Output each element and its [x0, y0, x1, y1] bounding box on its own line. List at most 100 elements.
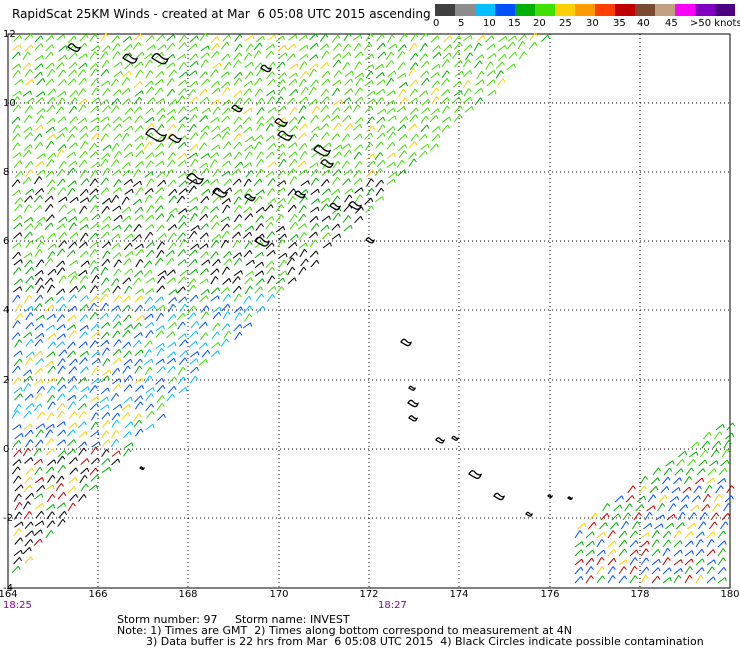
wind-barb — [275, 35, 284, 43]
wind-barb-flag — [17, 365, 21, 370]
wind-barb — [399, 97, 406, 106]
wind-barb-flag — [261, 116, 265, 120]
wind-barb — [267, 34, 275, 41]
wind-barb-flag — [359, 194, 363, 199]
wind-barb-flag — [359, 87, 363, 92]
wind-barb — [220, 338, 227, 347]
wind-barb — [299, 248, 305, 258]
wind-barb-flag — [424, 134, 428, 139]
wind-barb — [14, 432, 22, 440]
wind-barb-flag — [271, 151, 275, 156]
wind-barb — [726, 422, 733, 431]
wind-barb — [497, 78, 504, 87]
wind-barb-flag — [41, 323, 44, 328]
wind-barb — [11, 96, 18, 105]
wind-barb-flag — [173, 69, 177, 74]
color-swatch — [555, 4, 575, 16]
wind-barb-flag — [361, 96, 364, 101]
wind-barb-flag — [95, 63, 99, 68]
wind-barb — [47, 243, 56, 250]
wind-barb-flag — [27, 383, 32, 387]
wind-barb — [221, 131, 228, 140]
wind-barb — [157, 44, 166, 51]
wind-barb-flag — [41, 270, 44, 275]
wind-barb — [278, 233, 286, 241]
wind-barb — [220, 287, 228, 294]
wind-barb-flag — [84, 169, 88, 174]
wind-barb-flag — [523, 51, 527, 56]
wind-barb-flag — [250, 144, 254, 149]
island-outline — [244, 193, 257, 202]
wind-barb-flag — [63, 429, 67, 434]
wind-barb — [33, 448, 40, 457]
wind-barb — [188, 185, 195, 194]
wind-barb-flag — [435, 143, 439, 148]
wind-barb — [366, 160, 375, 168]
wind-barb-flag — [195, 178, 198, 183]
wind-barb — [232, 178, 240, 186]
wind-barb — [78, 341, 87, 349]
wind-barb — [649, 486, 657, 494]
wind-barb — [310, 143, 319, 151]
wind-barb-flag — [97, 457, 100, 462]
wind-barb — [618, 539, 626, 548]
wind-barb — [712, 440, 720, 449]
wind-barb — [113, 268, 120, 277]
wind-barb — [14, 170, 22, 179]
wind-barb-flag — [63, 439, 67, 444]
wind-barb-flag — [19, 90, 22, 95]
wind-barb — [25, 403, 33, 410]
wind-barb — [333, 144, 342, 151]
wind-barb-flag — [106, 99, 109, 104]
wind-barb — [101, 420, 109, 428]
wind-barb-flag — [64, 91, 67, 96]
wind-barb — [178, 34, 185, 43]
wind-barb-flag — [28, 294, 33, 299]
wind-barb-flag — [85, 331, 88, 336]
wind-barb-flag — [51, 284, 55, 289]
wind-barb — [278, 86, 285, 95]
wind-barb-flag — [29, 259, 33, 264]
wind-barb-flag — [285, 52, 288, 57]
wind-barb-flag — [130, 44, 133, 49]
wind-barb-flag — [316, 63, 319, 68]
wind-barb — [145, 214, 153, 222]
wind-barb-flag — [141, 161, 145, 166]
wind-barb-flag — [272, 116, 276, 121]
wind-barb-flag — [218, 259, 221, 264]
wind-barb-flag — [30, 429, 34, 434]
wind-barb — [178, 116, 186, 123]
wind-barb-flag — [84, 403, 87, 408]
wind-barb — [168, 99, 176, 106]
wind-barb-flag — [690, 531, 694, 536]
wind-barb-flag — [141, 150, 145, 155]
wind-barb-flag — [379, 168, 384, 173]
wind-barb-flag — [315, 33, 319, 38]
wind-barb-flag — [29, 90, 33, 95]
wind-barb-flag — [40, 115, 45, 119]
wind-barb-flag — [250, 277, 254, 282]
wind-barb-flag — [140, 428, 144, 433]
wind-barb — [541, 34, 549, 43]
wind-barb-flag — [84, 421, 87, 426]
wind-barb — [245, 259, 254, 266]
wind-barb-flag — [183, 214, 187, 219]
wind-barb-flag — [250, 80, 253, 85]
wind-barb — [145, 330, 152, 339]
wind-barb-flag — [252, 259, 255, 265]
wind-barb — [333, 99, 342, 106]
wind-barb — [58, 45, 67, 52]
wind-barb-flag — [31, 530, 35, 535]
wind-barb — [143, 260, 151, 269]
wind-barb — [122, 329, 129, 338]
color-swatch — [435, 4, 455, 16]
wind-barb-flag — [31, 266, 35, 271]
wind-barb-flag — [73, 151, 76, 156]
wind-barb-flag — [19, 286, 23, 291]
wind-barb — [46, 385, 54, 394]
wind-barb-flag — [117, 98, 120, 103]
wind-barb-flag — [328, 169, 331, 174]
wind-barb-flag — [41, 510, 45, 515]
wind-barb — [212, 62, 221, 69]
wind-barb-flag — [30, 284, 34, 289]
